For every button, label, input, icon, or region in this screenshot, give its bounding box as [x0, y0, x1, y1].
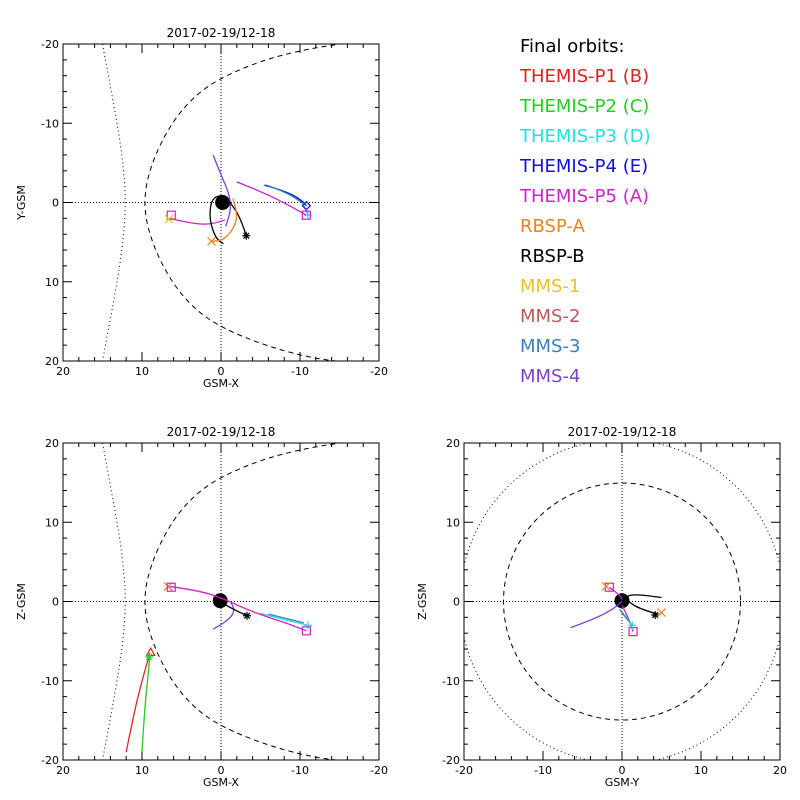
y-tick-label: -20	[442, 754, 460, 767]
x-axis-label: GSM-X	[203, 776, 239, 789]
orbit-themis-p2-c	[141, 655, 151, 753]
y-axis-label: Z-GSM	[15, 583, 28, 620]
orbit-themis-p5-a	[608, 586, 623, 600]
marker-themis-p5-a	[301, 210, 311, 220]
orbit-themis-p3-d	[260, 612, 309, 626]
marker-rbsp-b	[651, 610, 660, 619]
y-tick-label: 20	[446, 437, 460, 450]
orbit-mms-3	[619, 609, 631, 623]
marker-themis-p5-a	[301, 626, 311, 636]
orbit-mms-3	[268, 185, 305, 205]
x-tick-label: 0	[619, 764, 626, 777]
marker-themis-p3-d	[303, 621, 312, 630]
marker-themis-p2-c	[145, 652, 154, 661]
legend: Final orbits: THEMIS-P1 (B) THEMIS-P2 (C) T…	[519, 36, 651, 387]
legend-entry: THEMIS-P4 (E)	[519, 156, 648, 177]
legend-entry: MMS-3	[520, 336, 580, 357]
x-tick-label: 10	[135, 764, 149, 777]
x-tick-label: 20	[56, 764, 70, 777]
plot-area	[63, 443, 379, 760]
x-axis-label: GSM-X	[203, 377, 239, 390]
x-tick-label: 20	[56, 365, 70, 378]
y-tick-label: 20	[45, 355, 59, 368]
x-tick-label: -20	[370, 365, 388, 378]
x-tick-label: 20	[773, 764, 787, 777]
orbit-themis-p5-a	[169, 585, 307, 632]
marker-mms-1	[164, 214, 174, 224]
x-tick-label: -20	[455, 764, 473, 777]
legend-entry: THEMIS-P5 (A)	[519, 186, 649, 207]
x-tick-label: 10	[694, 764, 708, 777]
marker-themis-p5-a	[628, 627, 638, 637]
legend-entry: RBSP-A	[520, 216, 586, 237]
y-axis-label: Y-GSM	[15, 185, 28, 221]
y-tick-label: -20	[41, 754, 59, 767]
marker-rbsp-a	[657, 608, 666, 618]
marker-rbsp-a	[601, 582, 611, 591]
orbit-themis-p1-b	[125, 652, 151, 753]
plot-title: 2017-02-19/12-18	[568, 425, 677, 439]
legend-entry: RBSP-B	[520, 246, 585, 267]
x-tick-label: 0	[218, 764, 225, 777]
orbit-themis-p5-a	[621, 605, 634, 632]
y-tick-label: -10	[442, 675, 460, 688]
x-tick-label: -10	[291, 764, 309, 777]
y-tick-label: -10	[41, 675, 59, 688]
marker-themis-p1-b	[145, 646, 156, 657]
earth-marker	[215, 195, 231, 210]
plot-area	[464, 443, 780, 760]
legend-title: Final orbits:	[520, 36, 625, 57]
legend-entry: MMS-1	[520, 276, 580, 297]
orbit-themis-p5-a	[236, 181, 307, 216]
x-axis-label: GSM-Y	[605, 776, 640, 789]
y-tick-label: -20	[41, 38, 59, 51]
x-tick-label: -20	[370, 764, 388, 777]
y-tick-label: 20	[45, 437, 59, 450]
panel-xy: 2017-02-19/12-18 GSM-X Y-GSM 20 10 0 -10 -20 -20…	[15, 26, 388, 390]
legend-entry: THEMIS-P2 (C)	[519, 96, 649, 117]
x-tick-label: 0	[218, 365, 225, 378]
panel-yz: 2017-02-19/12-18 GSM-Y Z-GSM -20 -10 0 10 20 20 1…	[416, 425, 787, 789]
plot-area	[63, 44, 379, 361]
marker-themis-p5-a	[166, 582, 176, 592]
marker-rbsp-b	[243, 611, 252, 620]
marker-themis-p3-d	[628, 621, 637, 630]
plot-title: 2017-02-19/12-18	[167, 425, 276, 439]
y-tick-label: 10	[446, 516, 460, 529]
x-tick-label: 10	[135, 365, 149, 378]
legend-entry: THEMIS-P3 (D)	[519, 126, 651, 147]
orbit-mms-4	[212, 154, 232, 227]
marker-themis-p5-a	[166, 210, 176, 220]
orbit-themis-p5-a	[169, 217, 226, 225]
y-tick-label: 10	[45, 516, 59, 529]
bow-shock-boundary	[102, 44, 126, 361]
legend-entry: MMS-4	[520, 366, 580, 387]
y-tick-label: 0	[453, 596, 460, 609]
y-axis-label: Z-GSM	[416, 583, 429, 620]
y-tick-label: 10	[45, 276, 59, 289]
marker-rbsp-a	[207, 236, 216, 246]
x-tick-label: -10	[534, 764, 552, 777]
magnetopause-boundary	[503, 482, 741, 721]
orbit-mms-4	[212, 601, 235, 630]
orbit-mms-3	[268, 613, 305, 624]
y-tick-label: 0	[52, 596, 59, 609]
plot-title: 2017-02-19/12-18	[167, 26, 276, 40]
x-tick-label: -10	[291, 365, 309, 378]
bow-shock-boundary	[102, 443, 126, 760]
orbit-rbsp-b	[215, 598, 248, 617]
orbit-rbsp-b	[626, 594, 662, 615]
y-tick-label: -10	[41, 117, 59, 130]
orbit-mms-4	[570, 601, 623, 629]
orbit-rbsp-a	[211, 198, 238, 242]
legend-entry: MMS-2	[520, 306, 580, 327]
legend-entry: THEMIS-P1 (B)	[519, 66, 649, 87]
y-tick-label: 0	[52, 197, 59, 210]
marker-rbsp-b	[242, 231, 251, 240]
